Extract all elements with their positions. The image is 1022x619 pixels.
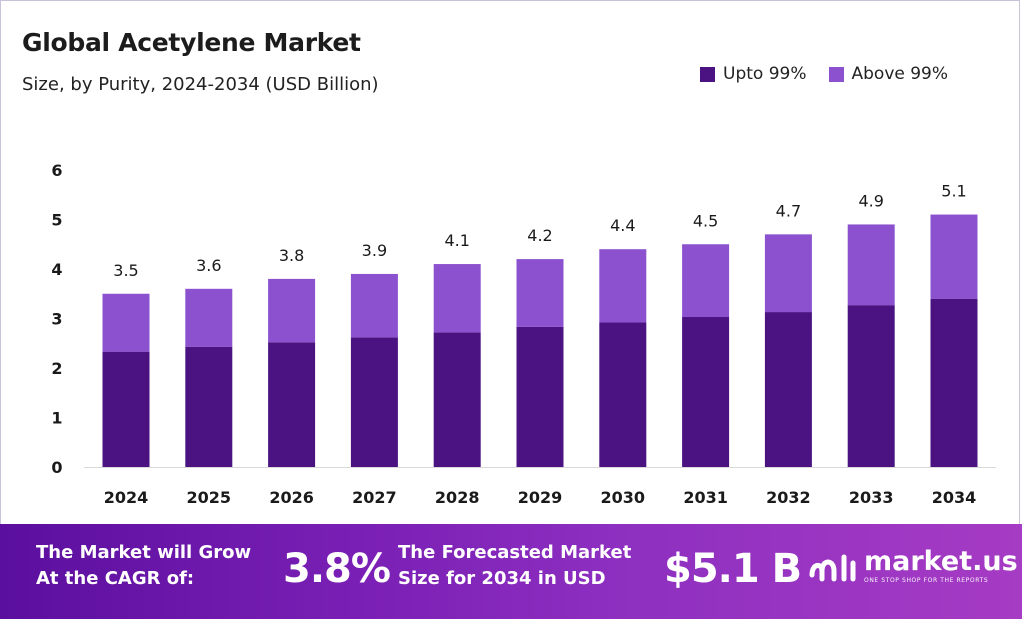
bar-segment-upto-99 (682, 317, 730, 467)
legend-swatch-above-99 (828, 66, 844, 82)
bar-chart: 0 1 2 3 4 5 6 3.5 2024 3.6 2025 3.8 2026 3.9 2027 4.1 20… (51, 161, 996, 507)
bar-segment-above-99 (764, 234, 812, 313)
bar-segment-upto-99 (350, 337, 398, 467)
brand-tagline: ONE STOP SHOP FOR THE REPORTS (864, 577, 989, 584)
x-tick-label: 2033 (849, 488, 894, 507)
x-tick-label: 2027 (352, 488, 397, 507)
x-tick-label: 2026 (269, 488, 314, 507)
bar-segment-above-99 (847, 224, 895, 306)
market-us-logo-icon (809, 554, 856, 581)
bar-total-label: 4.7 (776, 201, 801, 220)
bar-total-label: 4.5 (693, 211, 718, 230)
cagr-text: The Market will Grow At the CAGR of: (36, 542, 252, 589)
bar-segment-upto-99 (847, 305, 895, 467)
bar-segment-above-99 (268, 278, 316, 343)
cagr-value: 3.8% (283, 546, 391, 592)
legend-label-above-99: Above 99% (851, 64, 949, 84)
forecast-text: The Forecasted Market Size for 2034 in U… (398, 542, 632, 589)
x-tick-label: 2029 (518, 488, 563, 507)
bar-segment-upto-99 (268, 342, 316, 467)
bar-total-label: 3.5 (113, 261, 138, 280)
legend-item-above-99: Above 99% (828, 64, 949, 84)
legend-swatch-upto-99 (700, 66, 715, 82)
bar-total-label: 5.1 (941, 182, 966, 201)
y-tick-label: 5 (51, 211, 62, 230)
bar-segment-above-99 (185, 288, 233, 347)
footer-banner: The Market will Grow At the CAGR of: 3.8… (0, 524, 1022, 619)
bar-total-label: 3.9 (362, 241, 387, 260)
legend-item-upto-99: Upto 99% (700, 64, 807, 84)
y-tick-label: 4 (51, 260, 62, 279)
bar-segment-upto-99 (433, 332, 481, 467)
x-tick-label: 2031 (683, 488, 728, 507)
bar-total-label: 4.4 (610, 216, 635, 235)
y-tick-label: 1 (51, 409, 62, 428)
bar-segment-above-99 (599, 249, 647, 323)
bar-segment-upto-99 (516, 326, 564, 467)
y-tick-label: 2 (51, 359, 62, 378)
bar-segment-above-99 (102, 293, 150, 352)
bar-segment-above-99 (350, 273, 398, 338)
y-tick-label: 0 (51, 458, 62, 477)
bar-segment-above-99 (433, 264, 481, 333)
bar-segment-upto-99 (930, 298, 978, 467)
bar-segment-upto-99 (599, 322, 647, 467)
x-tick-label: 2030 (601, 488, 646, 507)
bar-segment-above-99 (682, 244, 730, 318)
x-tick-label: 2025 (187, 488, 232, 507)
bar-segment-upto-99 (185, 346, 233, 467)
bar-total-label: 4.9 (858, 191, 883, 210)
bar-segment-upto-99 (764, 312, 812, 467)
x-tick-label: 2032 (766, 488, 811, 507)
bar-total-label: 3.8 (279, 246, 304, 265)
x-tick-label: 2028 (435, 488, 480, 507)
y-tick-label: 6 (51, 161, 62, 180)
legend: Upto 99% Above 99% (700, 64, 948, 84)
bar-segment-above-99 (930, 214, 978, 299)
bar-total-label: 4.2 (527, 226, 552, 245)
y-tick-label: 3 (51, 310, 62, 329)
legend-label-upto-99: Upto 99% (723, 64, 807, 84)
bar-segment-upto-99 (102, 351, 150, 467)
chart-subtitle: Size, by Purity, 2024-2034 (USD Billion) (22, 74, 379, 95)
chart-title: Global Acetylene Market (22, 28, 361, 57)
forecast-value: $5.1 B (664, 546, 802, 592)
bar-total-label: 3.6 (196, 256, 221, 275)
bar-total-label: 4.1 (444, 231, 469, 250)
x-tick-label: 2024 (104, 488, 149, 507)
x-tick-label: 2034 (932, 488, 977, 507)
brand-logo: market.us ONE STOP SHOP FOR THE REPORTS (808, 548, 1018, 585)
brand-name: market.us (864, 546, 1018, 577)
bar-segment-above-99 (516, 259, 564, 327)
